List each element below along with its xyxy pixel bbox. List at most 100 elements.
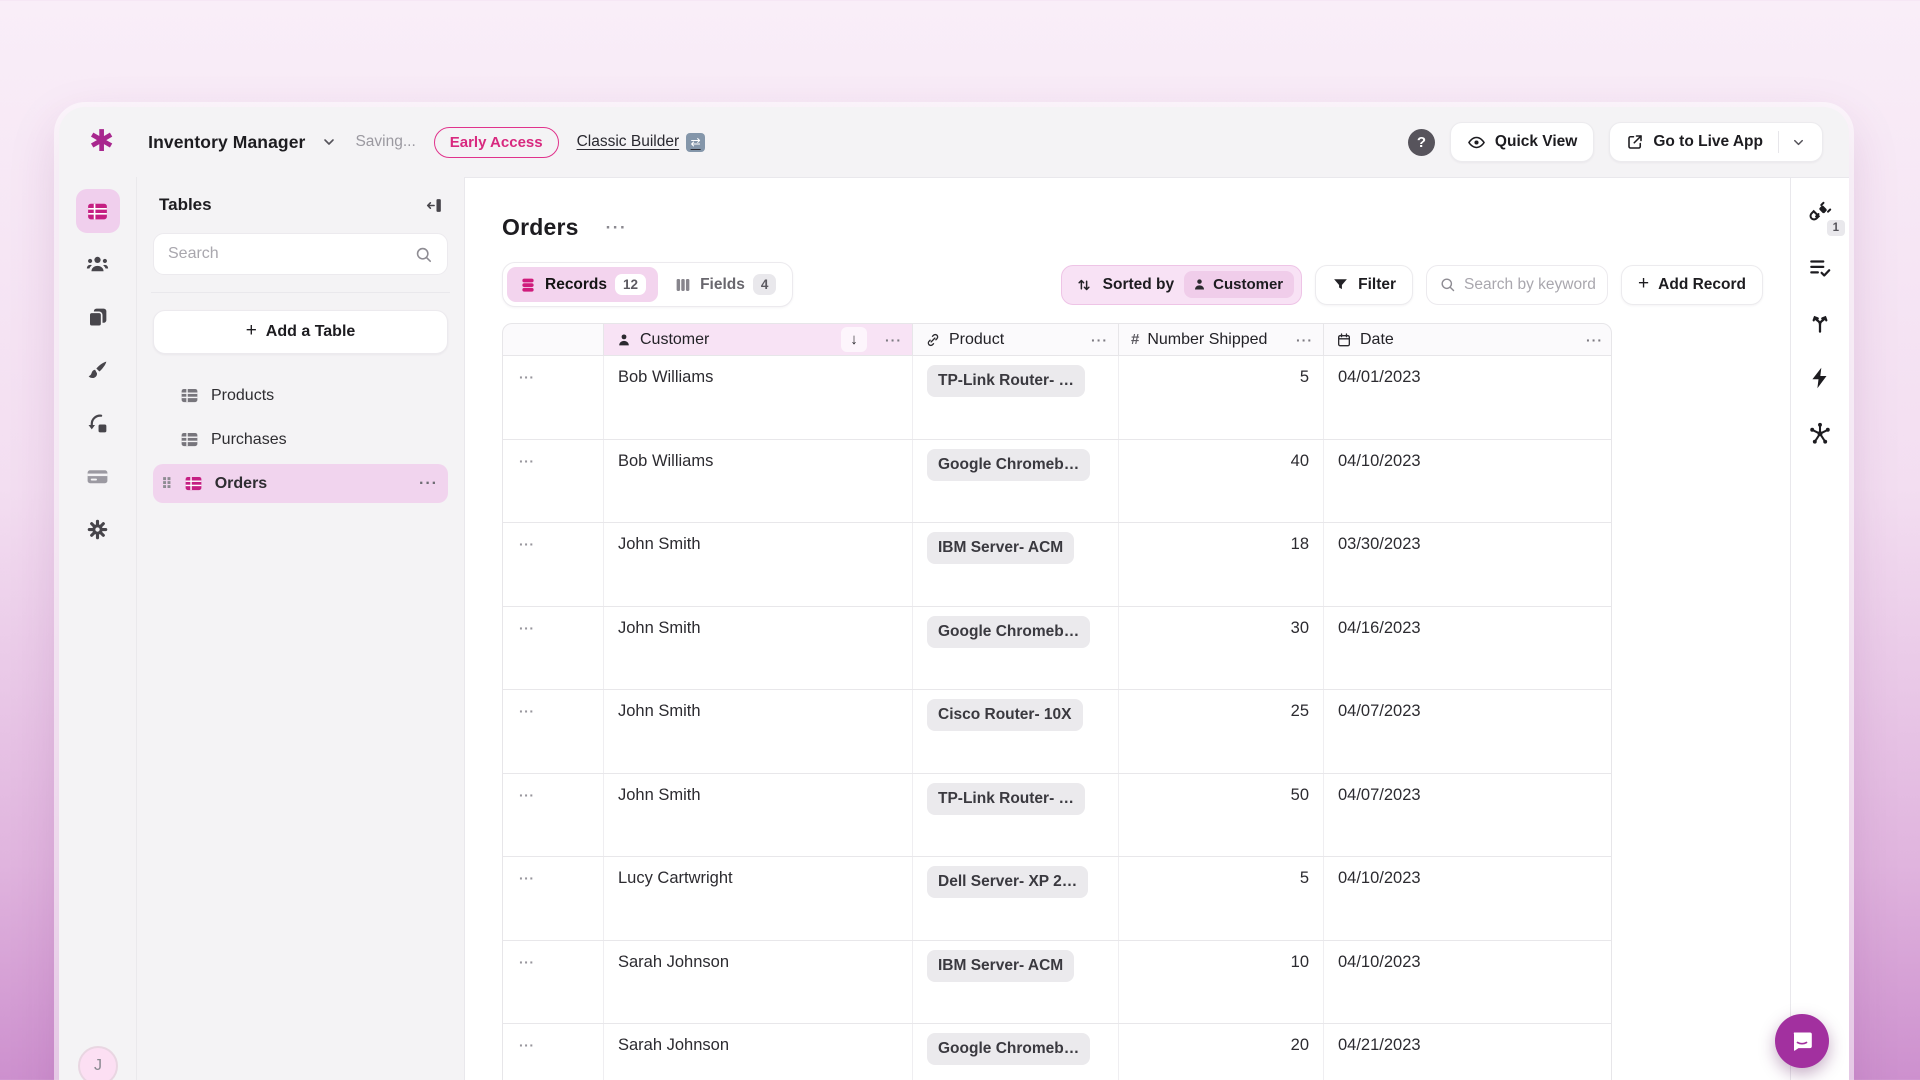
chat-messenger-button[interactable] [1775,1014,1829,1068]
cell-date[interactable]: 04/07/2023 [1338,785,1421,804]
table-item-orders[interactable]: ⠿ Orders ··· [153,464,448,503]
tab-fields[interactable]: Fields 4 [662,267,788,302]
tables-list: Products Purchases ⠿ Orders ··· [153,376,448,503]
table-icon [181,388,198,403]
rail-item-pages[interactable] [76,295,120,339]
column-header-number-shipped[interactable]: # Number Shipped ··· [1119,324,1324,355]
cell-date[interactable]: 04/01/2023 [1338,368,1421,386]
add-record-button[interactable]: + Add Record [1621,264,1763,305]
product-chip[interactable]: TP-Link Router- … [927,782,1086,815]
product-chip[interactable]: Dell Server- XP 2… [927,866,1089,898]
cell-number-shipped[interactable]: 20 [1119,1024,1324,1080]
column-menu-icon[interactable]: ··· [1296,331,1313,348]
tables-search-input[interactable] [168,245,406,263]
row-menu-icon[interactable]: ··· [519,619,535,636]
rail-item-connections[interactable] [1802,415,1838,451]
rail-item-billing[interactable] [76,454,120,498]
filter-button[interactable]: Filter [1315,264,1414,305]
users-icon [86,256,109,271]
cell-date[interactable]: 03/30/2023 [1338,535,1421,553]
rail-item-branches[interactable] [1802,305,1838,341]
sorted-by-button[interactable]: Sorted by Customer [1060,264,1303,305]
rail-item-integrations[interactable]: 1 [1802,195,1846,237]
cell-customer[interactable]: Bob Williams [604,439,913,522]
column-menu-icon[interactable]: ··· [1586,331,1603,348]
rail-item-queries[interactable] [1802,250,1838,286]
table-item-products[interactable]: Products [153,376,448,415]
fields-label: Fields [700,275,745,293]
help-button[interactable]: ? [1407,128,1435,156]
row-menu-icon[interactable]: ··· [519,452,535,469]
user-avatar[interactable]: J [78,1046,118,1080]
cell-date[interactable]: 04/10/2023 [1338,451,1421,470]
rail-item-settings[interactable] [76,507,120,551]
cell-number-shipped[interactable]: 30 [1119,606,1324,689]
go-to-live-app-button[interactable]: Go to Live App [1609,122,1823,162]
rail-item-users[interactable] [76,242,120,286]
collapse-panel-icon[interactable] [425,196,444,215]
row-menu-icon[interactable]: ··· [519,786,535,803]
rail-item-tables[interactable] [75,189,120,233]
column-header-product[interactable]: Product ··· [913,324,1119,355]
cell-customer[interactable]: John Smith [604,690,913,773]
product-chip[interactable]: TP-Link Router- … [927,365,1086,397]
product-chip[interactable]: Google Chromeb… [927,615,1091,648]
cell-number-shipped[interactable]: 25 [1119,690,1324,773]
table-item-purchases[interactable]: Purchases [153,420,448,459]
cell-customer[interactable]: John Smith [604,773,913,856]
quick-view-button[interactable]: Quick View [1449,122,1595,162]
app-logo-icon[interactable]: ✱ [89,125,115,158]
row-menu-icon[interactable]: ··· [519,953,535,970]
calendar-icon [1338,332,1350,346]
add-table-button[interactable]: + Add a Table [153,310,448,354]
cell-date[interactable]: 04/10/2023 [1338,869,1421,887]
column-menu-icon[interactable]: ··· [1091,331,1108,348]
cell-number-shipped[interactable]: 5 [1119,356,1324,439]
product-chip[interactable]: Cisco Router- 10X [927,699,1083,731]
cell-customer[interactable]: Lucy Cartwright [604,857,913,940]
rail-item-actions[interactable] [1802,360,1838,396]
cell-customer[interactable]: John Smith [604,606,913,689]
table-item-menu-icon[interactable]: ··· [419,474,438,492]
product-chip[interactable]: IBM Server- ACM [927,532,1075,564]
product-chip[interactable]: IBM Server- ACM [927,949,1075,982]
sorted-by-value: Customer [1213,276,1284,293]
cell-customer[interactable]: Sarah Johnson [604,940,913,1023]
cell-date[interactable]: 04/07/2023 [1338,702,1421,720]
sorted-by-field-chip[interactable]: Customer [1184,271,1295,298]
row-menu-icon[interactable]: ··· [519,870,535,886]
sort-direction-button[interactable]: ↓ [841,327,867,352]
drag-handle-icon[interactable]: ⠿ [161,475,173,493]
cell-customer[interactable]: Bob Williams [604,356,913,439]
cell-number-shipped[interactable]: 18 [1119,523,1324,606]
app-menu-chevron-down-icon[interactable] [321,134,337,150]
row-menu-icon[interactable]: ··· [519,1037,535,1053]
column-header-date[interactable]: Date ··· [1324,324,1613,355]
column-menu-icon[interactable]: ··· [885,331,902,348]
row-menu-icon[interactable]: ··· [519,703,535,719]
column-header-customer[interactable]: Customer ↓ ··· [604,324,913,355]
filter-label: Filter [1358,275,1397,293]
rail-item-workflows[interactable] [76,401,120,445]
page-menu-icon[interactable]: ··· [605,217,628,237]
cell-customer[interactable]: Sarah Johnson [604,1024,913,1080]
classic-builder-link[interactable]: Classic Builder ⇄ [577,132,706,152]
product-chip[interactable]: Google Chromeb… [927,1033,1091,1065]
row-menu-icon[interactable]: ··· [519,369,535,385]
cell-number-shipped[interactable]: 5 [1119,857,1324,940]
cell-customer[interactable]: John Smith [604,523,913,606]
cell-date[interactable]: 04/16/2023 [1338,618,1421,637]
row-menu-icon[interactable]: ··· [519,536,535,552]
cell-number-shipped[interactable]: 40 [1119,439,1324,522]
tab-records[interactable]: Records 12 [507,267,659,302]
keyword-search-input[interactable] [1464,275,1596,294]
cell-date[interactable]: 04/21/2023 [1338,1036,1421,1054]
lightning-icon [1812,367,1827,389]
product-chip[interactable]: Google Chromeb… [927,448,1091,481]
live-app-chevron-down-icon[interactable] [1791,135,1806,150]
cell-number-shipped[interactable]: 50 [1119,773,1324,856]
cell-number-shipped[interactable]: 10 [1119,940,1324,1023]
cell-date[interactable]: 04/10/2023 [1338,952,1421,971]
right-rail: 1 [1790,177,1849,1080]
rail-item-design[interactable] [76,348,120,392]
